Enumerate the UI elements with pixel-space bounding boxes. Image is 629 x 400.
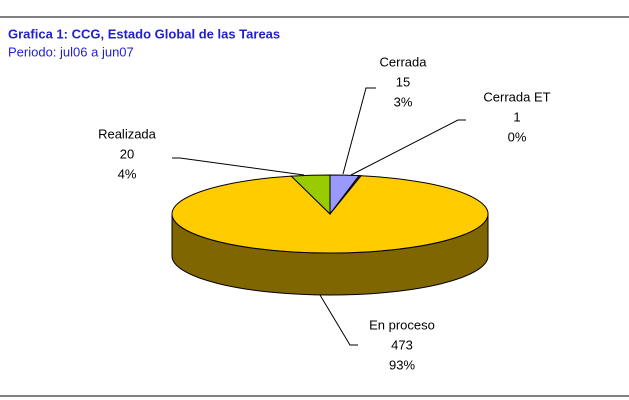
slice-percent: 0% bbox=[508, 129, 527, 144]
slice-value: 1 bbox=[513, 109, 520, 124]
leader-line bbox=[319, 294, 358, 346]
slice-value: 20 bbox=[120, 146, 134, 161]
leader-line bbox=[350, 119, 466, 176]
chart-title: Grafica 1: CCG, Estado Global de las Tar… bbox=[8, 26, 280, 41]
slice-label: Realizada bbox=[98, 126, 157, 141]
pie-slice bbox=[290, 174, 331, 216]
slice-percent: 4% bbox=[118, 166, 137, 181]
slice-label: En proceso bbox=[369, 317, 435, 332]
slice-value: 473 bbox=[391, 337, 413, 352]
slice-percent: 3% bbox=[394, 94, 413, 109]
slice-value: 15 bbox=[396, 74, 410, 89]
slice-percent: 93% bbox=[389, 357, 415, 372]
slice-label: Cerrada bbox=[380, 54, 428, 69]
leader-line bbox=[342, 87, 376, 175]
chart-subtitle: Periodo: jul06 a jun07 bbox=[8, 44, 134, 59]
leader-line bbox=[172, 157, 305, 176]
slice-label: Cerrada ET bbox=[483, 89, 550, 104]
